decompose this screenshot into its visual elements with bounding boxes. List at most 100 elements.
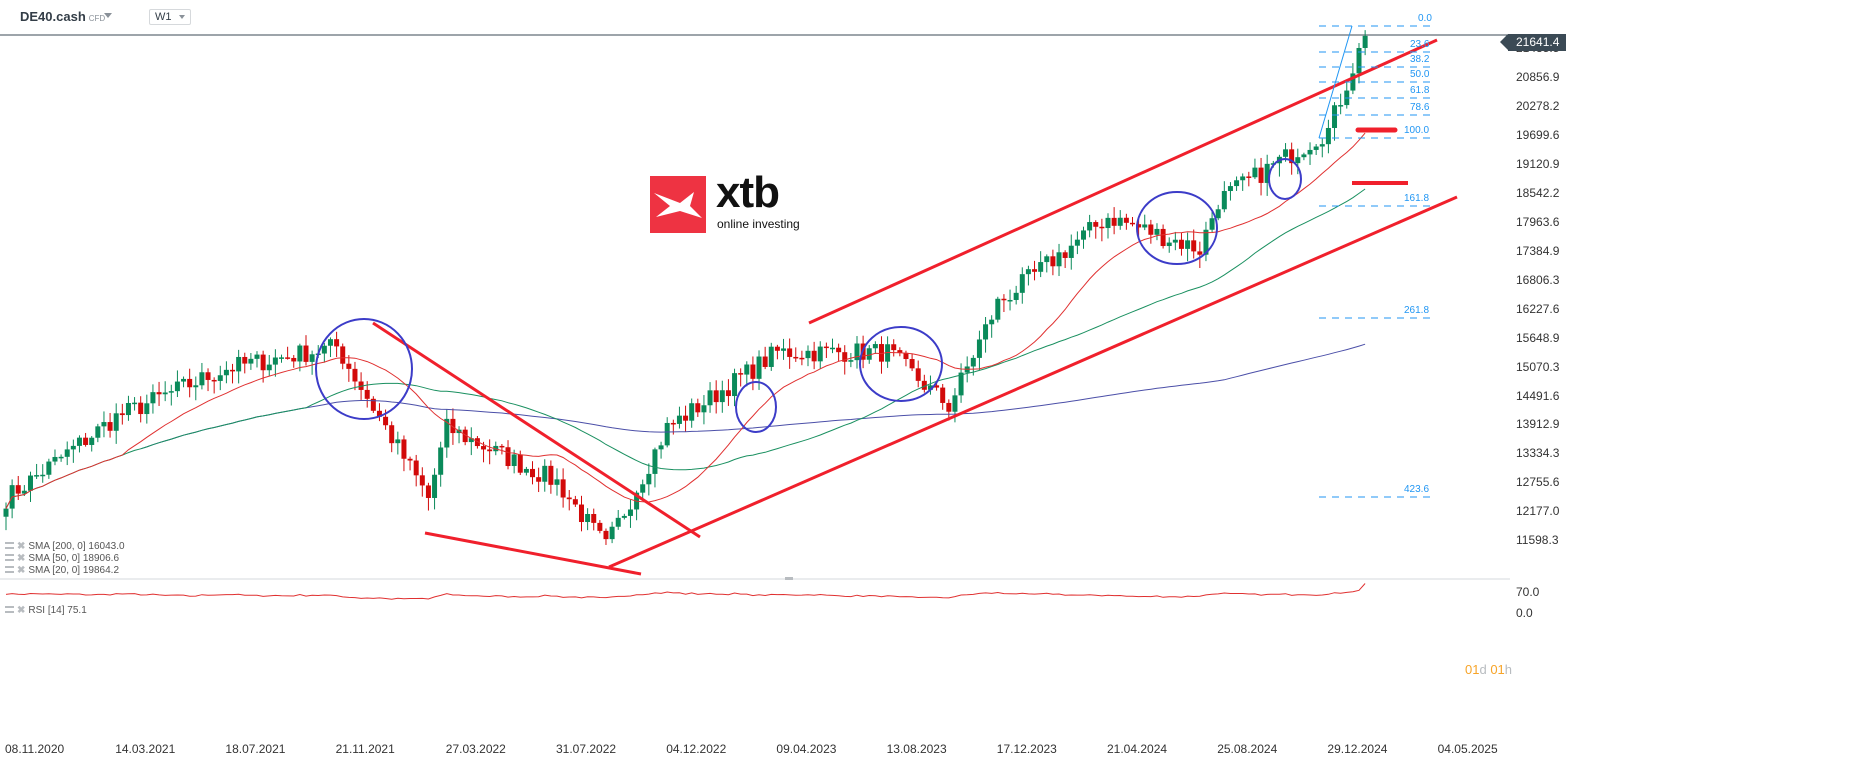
price-axis-label: 11598.3 xyxy=(1516,533,1559,548)
time-axis-label: 13.08.2023 xyxy=(886,742,947,756)
bear-candle xyxy=(1289,149,1295,164)
bear-candle xyxy=(401,439,407,459)
close-icon[interactable]: ✖ xyxy=(17,605,26,616)
bull-candle xyxy=(989,319,995,325)
bull-candle xyxy=(1356,47,1362,74)
bull-candle xyxy=(1301,154,1307,158)
bull-candle xyxy=(1252,167,1258,178)
symbol-selector[interactable]: DE40.cash CFD xyxy=(20,9,105,24)
price-axis-label: 16806.3 xyxy=(1516,272,1560,287)
bull-candle xyxy=(70,445,76,450)
bear-candle xyxy=(346,363,352,369)
chart-toolbar: DE40.cash CFD W1 xyxy=(0,0,1866,34)
bear-candle xyxy=(915,368,921,381)
settings-icon[interactable] xyxy=(5,566,14,573)
bull-candle xyxy=(1319,144,1325,147)
indicator-sma200[interactable]: ✖ SMA [200, 0] 16043.0 xyxy=(5,541,125,552)
bear-candle xyxy=(811,350,817,362)
bull-candle xyxy=(168,391,174,393)
bull-candle xyxy=(970,357,976,367)
bull-candle xyxy=(297,345,303,362)
price-axis-label: 13912.9 xyxy=(1516,417,1560,432)
bear-candle xyxy=(303,345,309,362)
bull-candle xyxy=(1007,299,1013,302)
price-axis-label: 16227.6 xyxy=(1516,301,1560,316)
channel-upper-trendline xyxy=(808,38,1438,325)
bull-candle xyxy=(732,373,738,397)
bull-candle xyxy=(236,356,242,372)
bull-candle xyxy=(468,438,474,443)
bull-candle xyxy=(76,437,82,446)
close-icon[interactable]: ✖ xyxy=(17,541,26,552)
bull-candle xyxy=(958,372,964,396)
symbol-type: CFD xyxy=(88,14,106,23)
candle-countdown: 01d 01h xyxy=(1465,662,1512,677)
indicator-label: SMA [20, 0] 19864.2 xyxy=(28,565,120,576)
time-axis-label: 17.12.2023 xyxy=(996,742,1057,756)
sma20-line xyxy=(5,132,1366,509)
price-axis-label: 18542.2 xyxy=(1516,185,1560,200)
bear-candle xyxy=(793,356,799,359)
bear-candle xyxy=(713,390,719,403)
bull-candle xyxy=(327,339,333,346)
bull-candle xyxy=(52,456,58,462)
bear-candle xyxy=(156,392,162,395)
settings-icon[interactable] xyxy=(5,606,14,613)
bull-candle xyxy=(395,439,401,444)
bull-candle xyxy=(46,461,52,475)
price-axis-label: 20856.9 xyxy=(1516,69,1560,84)
channel-lower-trendline xyxy=(608,195,1458,569)
timeframe-value: W1 xyxy=(155,11,172,23)
bull-candle xyxy=(132,402,138,405)
bear-candle xyxy=(725,390,731,397)
bear-candle xyxy=(119,413,125,416)
bull-candle xyxy=(1025,269,1031,275)
timeframe-dropdown[interactable]: W1 xyxy=(149,9,191,25)
fibonacci-level-label: 78.6 xyxy=(1410,102,1430,113)
bear-candle xyxy=(536,477,542,482)
bull-candle xyxy=(1264,163,1270,183)
wedge-lower-trendline xyxy=(424,531,642,576)
bull-candle xyxy=(1332,105,1338,128)
bear-candle xyxy=(670,422,676,425)
indicator-sma50[interactable]: ✖ SMA [50, 0] 18906.6 xyxy=(5,553,119,564)
settings-icon[interactable] xyxy=(5,554,14,561)
bull-candle xyxy=(523,468,529,473)
settings-icon[interactable] xyxy=(5,542,14,549)
bull-candle xyxy=(223,369,229,376)
bear-candle xyxy=(211,379,217,382)
chevron-down-icon[interactable] xyxy=(104,13,112,18)
bear-candle xyxy=(530,468,536,478)
bear-candle xyxy=(1062,252,1068,258)
bear-candle xyxy=(921,380,927,390)
bear-candle xyxy=(407,458,413,461)
bull-candle xyxy=(866,348,872,360)
bull-candle xyxy=(21,490,27,494)
fibonacci-level-label: 261.8 xyxy=(1404,305,1430,316)
bear-candle xyxy=(738,373,744,375)
bull-candle xyxy=(217,375,223,381)
close-icon[interactable]: ✖ xyxy=(17,565,26,576)
bull-candle xyxy=(1227,186,1233,192)
close-icon[interactable]: ✖ xyxy=(17,553,26,564)
bull-candle xyxy=(1117,217,1123,226)
bear-candle xyxy=(823,346,829,349)
bear-candle xyxy=(462,429,468,443)
bull-candle xyxy=(1185,240,1191,249)
bear-candle xyxy=(597,522,603,531)
fibonacci-anchor-line xyxy=(1318,25,1353,139)
bear-candle xyxy=(291,357,297,362)
bull-candle xyxy=(848,360,854,362)
price-axis-label: 15648.9 xyxy=(1516,330,1560,345)
chevron-down-icon xyxy=(179,15,185,19)
indicator-rsi[interactable]: ✖ RSI [14] 75.1 xyxy=(5,605,87,616)
bull-candle xyxy=(542,465,548,482)
bear-candle xyxy=(774,346,780,351)
bear-candle xyxy=(1136,224,1142,228)
bull-candle xyxy=(781,348,787,351)
price-axis-label: 19699.6 xyxy=(1516,127,1560,142)
indicator-sma20[interactable]: ✖ SMA [20, 0] 19864.2 xyxy=(5,565,119,576)
bull-candle xyxy=(511,454,517,467)
bull-candle xyxy=(646,473,652,485)
